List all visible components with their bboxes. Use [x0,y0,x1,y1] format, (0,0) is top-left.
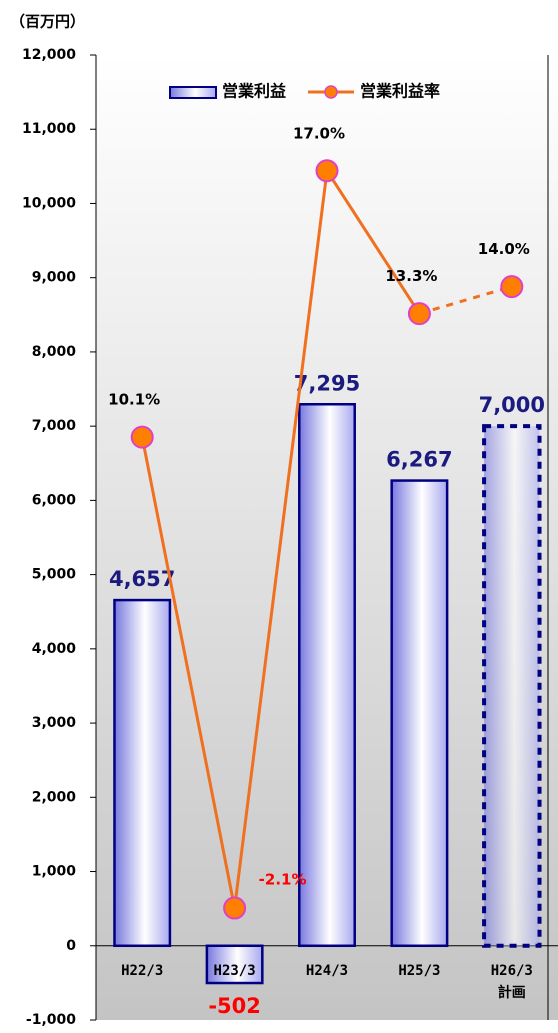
x-tick-label: H25/3 [398,962,441,979]
line-segment [140,436,237,909]
y-tick-label: 5,000 [32,567,77,583]
y-tick-label: 0 [66,938,76,954]
legend-swatch [169,86,217,99]
bar-value-label: 7,295 [294,371,360,395]
y-tick-label: -1,000 [26,1012,76,1028]
x-tick-label: H26/3 計画 [490,962,533,1001]
line-value-label: 14.0% [478,240,530,258]
x-tick-label: H22/3 [121,962,164,979]
bar-value-label: -502 [208,994,261,1018]
y-tick-label: 6,000 [32,492,77,508]
legend-swatch [324,85,338,99]
line-marker [130,425,154,449]
line-value-label: 17.0% [293,124,345,142]
line-value-label: 10.1% [108,391,160,409]
y-tick-label: 10,000 [22,195,76,211]
x-tick-label: H23/3 [213,962,256,979]
bar [298,403,356,948]
line-marker [315,159,339,183]
line-marker [407,302,431,326]
y-tick-label: 4,000 [32,641,77,657]
bar-value-label: 6,267 [386,448,452,472]
y-tick-label: 9,000 [32,270,77,286]
y-tick-label: 3,000 [32,715,77,731]
unit-label: （百万円） [10,13,85,31]
line-segment [233,170,329,909]
bar [390,479,449,948]
line-value-label: -2.1% [259,871,307,889]
legend-label: 営業利益 [222,82,286,101]
line-segment [325,169,421,315]
y-tick-label: 7,000 [32,418,77,434]
line-marker [223,896,247,920]
y-tick-label: 2,000 [32,789,77,805]
bar-value-label: 7,000 [479,393,545,417]
y-tick-label: 11,000 [22,121,76,137]
bar [205,944,264,985]
legend-label: 営業利益率 [360,82,440,101]
bar-value-label: 4,657 [109,567,175,591]
y-tick-label: 1,000 [32,864,77,880]
y-tick-label: 12,000 [22,47,76,63]
bar [482,424,542,948]
x-tick-label: H24/3 [305,962,349,979]
y-tick-label: 8,000 [32,344,77,360]
bar [113,598,172,948]
line-segment [418,285,513,316]
line-marker [500,275,524,299]
line-value-label: 13.3% [385,267,437,285]
